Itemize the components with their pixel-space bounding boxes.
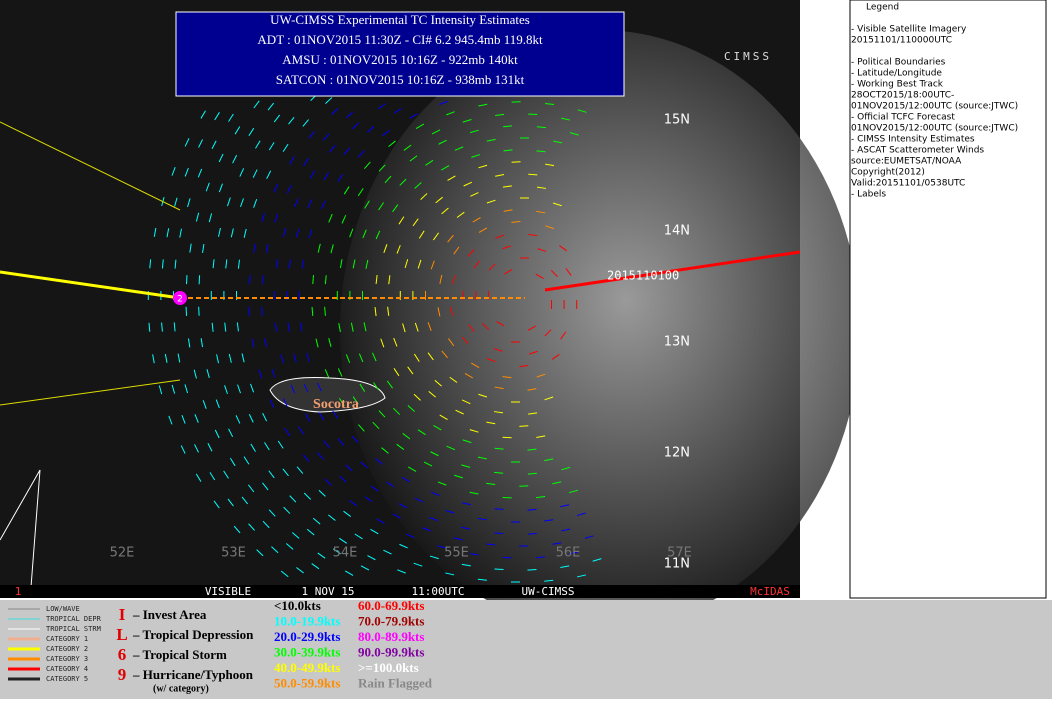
lat-label: 13N [664,335,690,350]
legend-line: - Working Best Track [851,80,944,90]
legend-line: - Official TCFC Forecast [851,113,955,123]
symbol-label: – Invest Area [132,607,207,622]
legend-line: - Political Boundaries [851,58,946,68]
legend-line: 28OCT2015/18:00UTC- [851,91,954,101]
status-text: 1 [15,585,22,598]
header-line: ADT : 01NOV2015 11:30Z - CI# 6.2 945.4mb… [257,32,543,47]
lon-label: 53E [221,546,246,561]
status-text: 11:00UTC [412,585,465,598]
legend-line: 01NOV2015/12:00UTC (source:JTWC) [851,102,1018,112]
lat-label: 14N [664,224,690,239]
wind-label: >=100.0kts [358,660,419,675]
symbol: I [119,605,126,624]
track-label: CATEGORY 4 [46,665,88,673]
wind-barb [527,570,536,571]
symbol: 9 [118,665,127,684]
lon-label: 54E [333,546,358,561]
symbol-label: – Tropical Storm [132,647,227,662]
wind-label: 60.0-69.9kts [358,598,424,613]
header-line: SATCON : 01NOV2015 10:16Z - 938mb 131kt [276,72,525,87]
wind-barb [503,437,512,438]
status-text: VISIBLE [205,585,251,598]
lon-label: 55E [444,546,469,561]
legend-line: - ASCAT Scatterometer Winds [851,146,984,156]
wind-label: <10.0kts [274,598,321,613]
legend-line: - Labels [851,190,886,200]
wind-label: 10.0-19.9kts [274,613,340,628]
header-line: AMSU : 01NOV2015 10:16Z - 922mb 140kt [282,52,518,67]
wind-barb [262,275,263,284]
wind-barb [528,174,537,175]
legend-line: 01NOV2015/12:00UTC (source:JTWC) [851,124,1018,134]
symbol: L [116,625,127,644]
wind-label: 80.0-89.9kts [358,629,424,644]
legend-line: - Latitude/Longitude [851,69,942,79]
storm-category: 2 [177,295,183,305]
wind-barb [250,275,251,284]
wind-label: 30.0-39.9kts [274,644,340,659]
wind-barb [528,509,537,510]
legend-line: - CIMSS Intensity Estimates [851,135,975,145]
wind-barb [512,162,521,163]
legend-line: - Visible Satellite Imagery [851,25,967,35]
lon-label: 56E [556,546,581,561]
wind-label: 50.0-59.9kts [274,675,340,690]
status-bar [0,585,800,598]
track-label: CATEGORY 1 [46,635,88,643]
wind-barb [262,307,263,316]
legend-line: 20151101/110000UTC [851,36,952,46]
wind-barb [519,426,528,427]
wind-barb [495,569,504,570]
legend-line: Copyright(2012) [851,168,925,178]
island-label: Socotra [313,397,359,412]
header-title: UW-CIMSS Experimental TC Intensity Estim… [270,12,530,27]
status-text: 1 NOV 15 [302,585,355,598]
track-time: 2015110100 [607,269,679,283]
legend-line: source:EUMETSAT/NOAA [851,157,962,167]
track-label: TROPICAL STRM [46,625,101,633]
legend-line: Valid:20151101/0538UTC [851,179,965,189]
wind-label: 40.0-49.9kts [274,660,340,675]
symbol-note: (w/ category) [153,683,209,694]
lon-label: 52E [110,546,135,561]
wind-barb [249,307,250,316]
status-text: UW-CIMSS [522,585,575,598]
wind-label: Rain Flagged [358,675,433,690]
symbol-label: – Tropical Depression [132,627,254,642]
track-label: LOW/WAVE [46,605,80,613]
logo: CIMSS [724,50,772,63]
track-label: CATEGORY 2 [46,645,88,653]
wind-label: 20.0-29.9kts [274,629,340,644]
track-label: TROPICAL DEPR [46,615,102,623]
symbol-label: – Hurricane/Typhoon [132,667,254,682]
wind-label: 90.0-99.9kts [358,644,424,659]
wind-barb [494,533,503,534]
lon-label: 57E [667,546,692,561]
legend-title: Legend [866,3,899,13]
wind-label: 70.0-79.9kts [358,613,424,628]
symbol: 6 [118,645,127,664]
lat-label: 15N [664,113,690,128]
wind-barb [495,509,504,510]
lat-label: 12N [664,446,690,461]
status-text: McIDAS [750,585,790,598]
wind-barb [528,533,537,534]
track-label: CATEGORY 3 [46,655,88,663]
track-label: CATEGORY 5 [46,675,88,683]
